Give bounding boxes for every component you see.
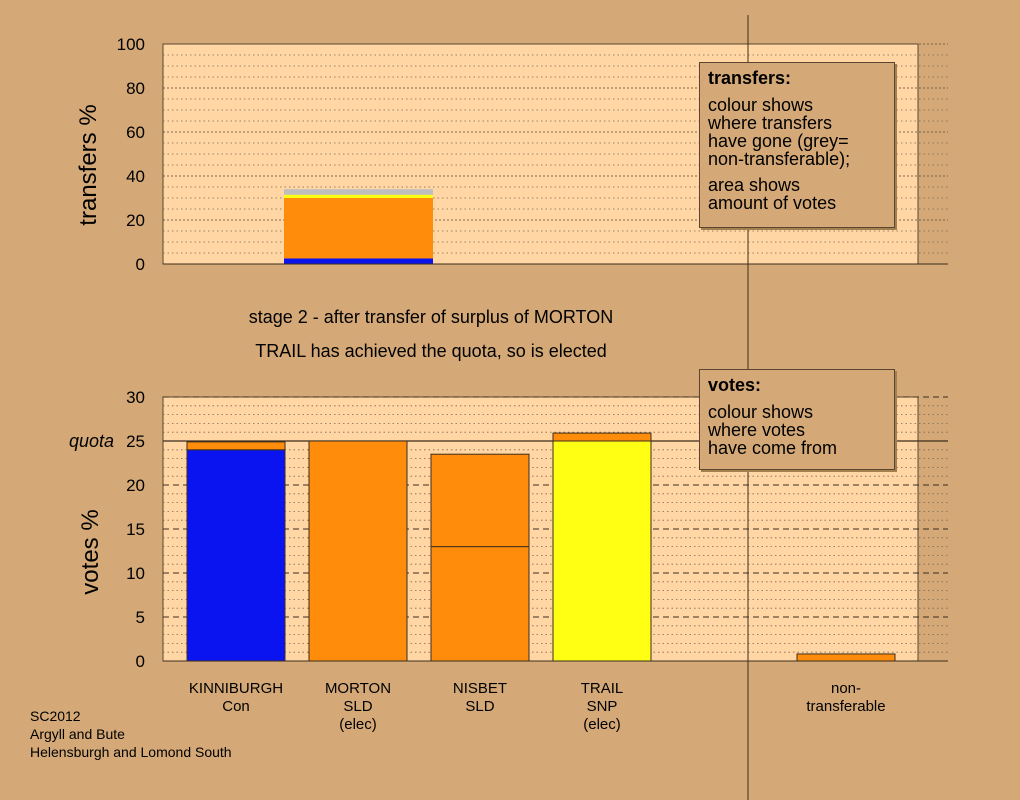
candidate-label: SNP xyxy=(587,698,618,715)
transfers-legend-line: where transfers xyxy=(708,113,833,133)
votes-legend: votes: colour shows where votes have com… xyxy=(699,369,895,470)
transfers-tick-label: 0 xyxy=(136,255,145,274)
votes-legend-line: have come from xyxy=(708,438,838,458)
transfers-legend-line: colour shows xyxy=(708,95,814,115)
transfers-legend: transfers: colour shows where transfers … xyxy=(699,62,895,228)
votes-legend-line: colour shows xyxy=(708,402,814,422)
stage-heading: stage 2 - after transfer of surplus of M… xyxy=(249,307,613,327)
transfers-plot: 0 20 40 60 80 100 xyxy=(117,35,948,274)
transfers-legend-title: transfers: xyxy=(708,68,792,88)
footer-ward: Helensburgh and Lomond South xyxy=(30,744,232,760)
transfers-tick-label: 40 xyxy=(126,167,145,186)
votes-tick-label: 5 xyxy=(136,608,145,627)
votes-tick-label: 30 xyxy=(126,388,145,407)
votes-tick-label: 0 xyxy=(136,652,145,671)
votes-legend-title: votes: xyxy=(708,375,762,395)
candidate-label: MORTON xyxy=(325,680,391,697)
transfers-tick-label: 20 xyxy=(126,211,145,230)
candidate-label: NISBET xyxy=(453,680,507,697)
transfers-tick-label: 60 xyxy=(126,123,145,142)
votes-legend-line: where votes xyxy=(708,420,806,440)
transfers-legend-line: have gone (grey= xyxy=(708,131,849,151)
votes-bar-segment xyxy=(308,440,408,662)
transfers-legend-line: amount of votes xyxy=(708,193,837,213)
transfers-bar-segment xyxy=(284,194,433,198)
candidate-label: non- xyxy=(831,680,861,697)
votes-bar-segment xyxy=(186,449,286,662)
votes-bar-segment xyxy=(430,546,530,662)
candidate-label: KINNIBURGH xyxy=(189,680,283,697)
transfers-bar-segment xyxy=(284,258,433,264)
footer-code: SC2012 xyxy=(30,708,81,724)
votes-tick-label: 15 xyxy=(126,520,145,539)
transfers-bar-segment xyxy=(284,198,433,259)
quota-label: quota xyxy=(69,431,114,451)
votes-axis-title: votes % xyxy=(77,509,104,594)
transfers-tick-label: 80 xyxy=(126,79,145,98)
candidate-label: TRAIL xyxy=(581,680,624,697)
votes-bar-segment xyxy=(796,653,896,662)
votes-bar-segment xyxy=(552,440,652,662)
candidate-label: SLD xyxy=(343,698,372,715)
candidate-label: SLD xyxy=(465,698,494,715)
votes-plot: 051015202530quotaKINNIBURGHConMORTONSLD(… xyxy=(69,388,948,733)
footer: SC2012 Argyll and Bute Helensburgh and L… xyxy=(30,707,232,761)
candidate-label: transferable xyxy=(806,698,885,715)
transfers-bar-segment xyxy=(284,189,433,195)
candidate-label: (elec) xyxy=(339,716,377,733)
footer-council: Argyll and Bute xyxy=(30,726,125,742)
transfers-legend-line: non-transferable); xyxy=(708,149,851,169)
votes-tick-label: 10 xyxy=(126,564,145,583)
votes-tick-label: 25 xyxy=(126,432,145,451)
votes-bar-segment xyxy=(186,441,286,451)
transfers-axis-title: transfers % xyxy=(75,104,102,225)
candidate-label: (elec) xyxy=(583,716,621,733)
transfers-legend-line: area shows xyxy=(708,175,801,195)
votes-bar-segment xyxy=(430,453,530,548)
transfers-tick-label: 100 xyxy=(117,35,145,54)
candidate-label: Con xyxy=(222,698,250,715)
elected-heading: TRAIL has achieved the quota, so is elec… xyxy=(255,341,607,361)
votes-bar-segment xyxy=(552,432,652,442)
votes-tick-label: 20 xyxy=(126,476,145,495)
